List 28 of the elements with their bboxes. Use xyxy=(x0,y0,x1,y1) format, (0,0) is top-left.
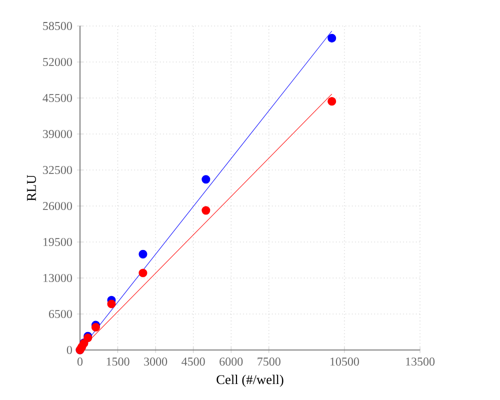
x-tick-label: 7500 xyxy=(258,358,280,366)
y-tick-label: 52000 xyxy=(43,58,72,66)
y-tick-label: 58500 xyxy=(43,22,72,30)
point xyxy=(328,97,336,106)
y-tick-label: 39000 xyxy=(43,130,72,138)
x-tick-label: 10500 xyxy=(330,358,359,366)
point xyxy=(91,323,100,332)
y-tick-label: 26000 xyxy=(42,202,72,210)
point xyxy=(202,175,210,184)
y-axis-title: RLU xyxy=(27,174,36,201)
point xyxy=(107,300,116,308)
y-tick-label: 32500 xyxy=(43,166,72,174)
x-tick-label: 1500 xyxy=(106,358,130,366)
y-tick-label: 13000 xyxy=(43,274,72,282)
y-tick-label: 19500 xyxy=(43,238,72,246)
x-tick-label: 3000 xyxy=(144,358,168,366)
point xyxy=(202,206,210,215)
x-tick-label: 6000 xyxy=(220,358,243,366)
y-tick-label: 6500 xyxy=(48,310,72,318)
y-tick-label: 45500 xyxy=(42,94,72,102)
y-tick-label: 0 xyxy=(66,346,72,354)
x-axis-title: Cell (#/well) xyxy=(216,374,284,387)
x-tick-label: 13500 xyxy=(406,358,435,366)
point xyxy=(138,250,148,258)
x-tick-label: 4500 xyxy=(182,358,205,366)
point xyxy=(138,268,148,278)
point xyxy=(328,34,336,42)
x-tick-label: 0 xyxy=(77,358,83,366)
